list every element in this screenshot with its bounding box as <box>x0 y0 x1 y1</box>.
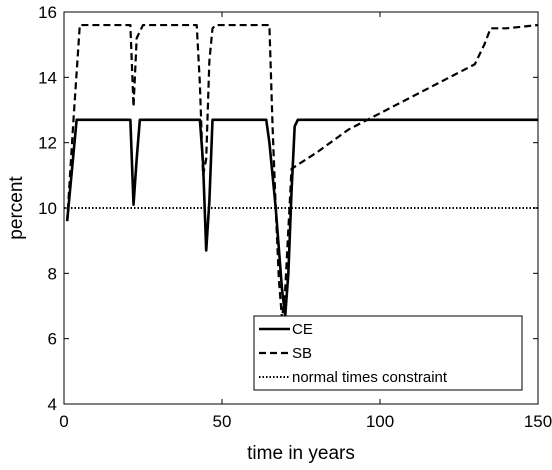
legend-label-sb: SB <box>292 345 312 362</box>
x-tick-label: 150 <box>524 412 552 431</box>
ticks-group: 0 50 100 150 4 6 8 10 12 14 16 <box>38 3 552 431</box>
y-tick-label: 14 <box>38 68 57 87</box>
series-group <box>64 23 539 321</box>
y-tick-label: 12 <box>38 134 57 153</box>
x-tick-label: 50 <box>213 412 232 431</box>
x-tick-label: 0 <box>59 412 68 431</box>
legend: CE SB normal times constraint <box>253 315 523 391</box>
y-tick-label: 6 <box>48 330 57 349</box>
x-tick-label: 100 <box>366 412 394 431</box>
legend-label-ce: CE <box>292 321 313 338</box>
legend-box <box>253 315 523 391</box>
y-tick-label: 16 <box>38 3 57 22</box>
y-axis-label: percent <box>6 176 27 240</box>
series-line-sb <box>66 23 539 321</box>
y-tick-label: 4 <box>48 395 57 414</box>
y-tick-label: 10 <box>38 199 57 218</box>
series-line-ce <box>65 118 538 318</box>
y-tick-label: 8 <box>48 264 57 283</box>
x-axis-label: time in years <box>247 443 355 464</box>
legend-label-normal-times-constraint: normal times constraint <box>292 369 448 386</box>
